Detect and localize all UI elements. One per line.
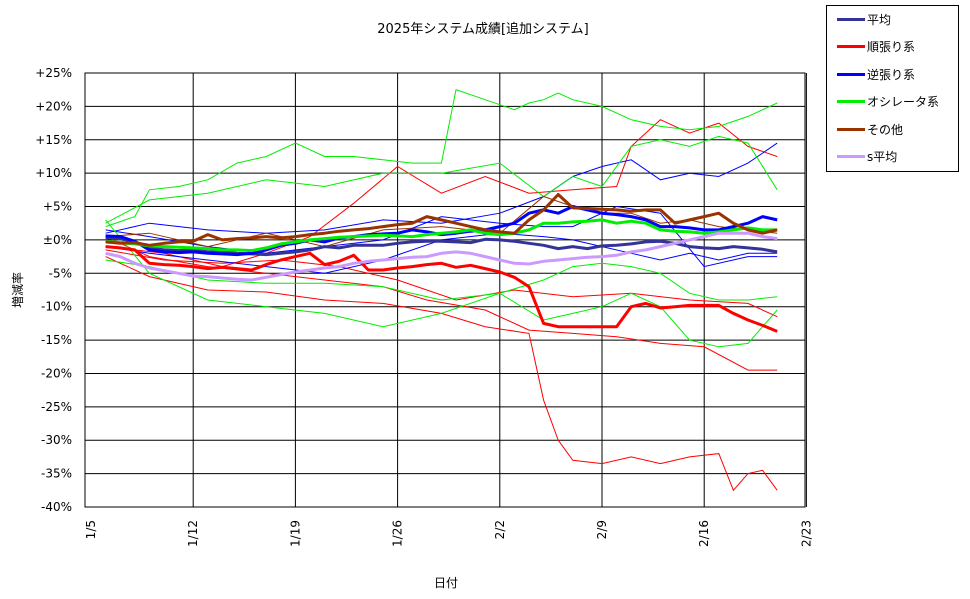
x-tick-label: 2/2 — [493, 520, 507, 539]
legend-swatch — [837, 45, 865, 48]
thin-series-line — [105, 89, 778, 228]
legend-swatch — [837, 100, 865, 103]
legend-label: 逆張り系 — [867, 67, 916, 82]
x-tick-label: 2/9 — [595, 520, 609, 539]
legend-swatch — [837, 17, 865, 21]
legend: 平均順張り系逆張り系オシレータ系 その他 s平均 — [826, 5, 959, 172]
y-tick-label: -10% — [41, 300, 72, 314]
grid — [84, 72, 807, 508]
y-tick-label: ±0% — [43, 233, 72, 247]
legend-swatch — [837, 127, 865, 131]
thin-series — [105, 89, 778, 492]
y-tick-label: +5% — [43, 200, 72, 214]
main-series — [105, 193, 778, 333]
x-tick-label: 1/12 — [186, 520, 200, 547]
legend-swatch — [837, 72, 865, 76]
chart-title: 2025年システム成績[追加システム] — [377, 21, 588, 37]
x-tick-label: 1/5 — [84, 520, 98, 539]
y-axis-ticks: +25% +20% +15% +10% +5% ±0% -5% -10% -15% -20% -25… — [35, 66, 72, 514]
series-line — [105, 193, 778, 247]
series-line — [105, 245, 778, 333]
legend-item: s平均 — [837, 148, 897, 166]
legend-label: その他 — [867, 122, 904, 137]
y-tick-label: -20% — [41, 366, 72, 380]
thin-series-line — [105, 256, 778, 492]
x-tick-label: 1/26 — [391, 520, 405, 547]
series-line — [105, 236, 778, 257]
legend-label: s平均 — [867, 150, 898, 164]
thin-series-line — [105, 219, 778, 348]
y-tick-label: +15% — [35, 133, 72, 147]
y-tick-label: +20% — [35, 99, 72, 113]
y-tick-label: +25% — [35, 66, 72, 80]
thin-series-line — [105, 259, 778, 301]
series-line — [105, 218, 778, 253]
legend-label: 順張り系 — [867, 40, 916, 54]
x-axis-ticks: 1/5 1/12 1/19 1/26 2/2 2/9 2/16 2/23 — [84, 520, 813, 547]
y-tick-label: -30% — [41, 433, 72, 447]
legend-item: 平均 — [837, 10, 891, 28]
y-tick-label: -5% — [49, 266, 72, 280]
y-axis-label: 増減率 — [10, 272, 25, 308]
legend-item: オシレータ系 — [837, 93, 939, 111]
x-axis-label: 日付 — [434, 576, 458, 590]
thin-series-line — [105, 232, 778, 274]
legend-label: オシレータ系 — [867, 95, 940, 109]
series-line — [105, 231, 778, 282]
x-tick-label: 2/16 — [697, 520, 711, 547]
legend-item: その他 — [837, 120, 903, 138]
x-tick-label: 1/19 — [288, 520, 302, 547]
legend-item: 順張り系 — [837, 38, 915, 56]
y-tick-label: -15% — [41, 333, 72, 347]
thin-series-line — [105, 249, 778, 318]
legend-swatch — [837, 155, 865, 158]
legend-label: 平均 — [867, 12, 892, 27]
y-tick-label: -35% — [41, 467, 72, 481]
legend-item: 逆張り系 — [837, 65, 915, 83]
y-tick-label: +10% — [35, 166, 72, 180]
y-tick-label: -25% — [41, 400, 72, 414]
y-tick-label: -40% — [41, 500, 72, 514]
x-tick-label: 2/23 — [799, 520, 813, 547]
